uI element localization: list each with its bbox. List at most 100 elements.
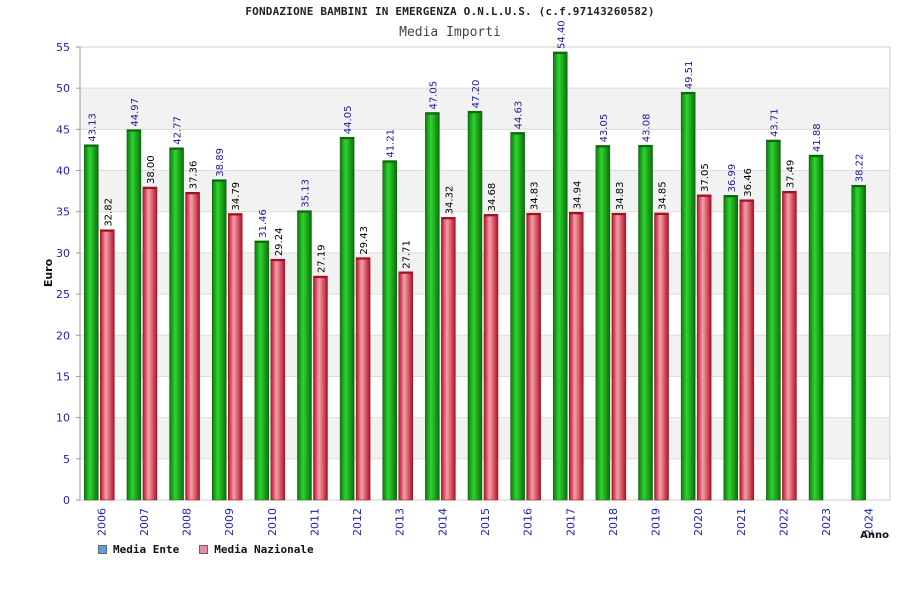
- bar-media-ente-2014: [425, 112, 440, 501]
- bar-value-label: 41.88: [812, 123, 823, 152]
- bar-cap-media-ente-2012: [340, 137, 355, 140]
- bar-value-label: 38.89: [215, 148, 226, 177]
- bar-cap-media-ente-2009: [212, 179, 227, 182]
- bar-cap-media-ente-2015: [468, 111, 482, 114]
- bar-media-ente-2013: [382, 160, 397, 501]
- bar-cap-media-nazionale-2019: [654, 212, 669, 215]
- bar-value-label: 29.43: [359, 226, 370, 255]
- bar-media-nazionale-2016: [526, 212, 541, 501]
- bar-cap-media-nazionale-2021: [739, 199, 754, 202]
- bar-cap-media-nazionale-2020: [697, 194, 712, 197]
- bar-cap-media-ente-2006: [84, 144, 99, 147]
- bar-value-label: 44.97: [130, 98, 141, 127]
- legend: Media Ente Media Nazionale: [98, 543, 314, 556]
- bar-cap-media-nazionale-2006: [100, 229, 115, 232]
- y-tick-label: 55: [56, 41, 70, 54]
- bar-media-ente-2006: [84, 144, 99, 501]
- bar-value-label: 43.13: [87, 113, 98, 142]
- y-tick-label: 15: [56, 370, 70, 383]
- bar-value-label: 36.99: [727, 164, 738, 193]
- y-tick-label: 5: [63, 453, 70, 466]
- bar-value-label: 47.05: [428, 81, 439, 110]
- bar-media-ente-2009: [211, 179, 227, 501]
- x-tick-label: 2024: [863, 508, 876, 536]
- y-tick-label: 25: [56, 288, 70, 301]
- bar-cap-media-ente-2019: [638, 145, 653, 148]
- bar-media-ente-2024: [851, 184, 866, 501]
- y-axis-label: Euro: [42, 258, 55, 287]
- bar-media-ente-2011: [297, 210, 312, 501]
- bar-media-nazionale-2007: [142, 186, 158, 501]
- bar-value-label: 34.79: [231, 182, 242, 211]
- bar-cap-media-nazionale-2007: [142, 187, 157, 190]
- bar-media-nazionale-2014: [441, 217, 456, 501]
- bar-media-ente-2010: [254, 240, 270, 501]
- bar-cap-media-nazionale-2010: [270, 259, 285, 262]
- bar-media-ente-2016: [510, 132, 525, 501]
- plot-band: [80, 129, 890, 171]
- bar-cap-media-ente-2017: [553, 51, 568, 54]
- bar-media-nazionale-2013: [398, 271, 413, 501]
- bar-cap-media-nazionale-2014: [441, 217, 456, 220]
- x-tick-label: 2006: [95, 508, 108, 536]
- bar-cap-media-ente-2020: [681, 92, 696, 95]
- x-tick-label: 2015: [479, 508, 492, 536]
- bar-value-label: 34.85: [658, 181, 669, 210]
- y-tick-label: 30: [56, 247, 70, 260]
- bar-cap-media-ente-2023: [809, 155, 824, 158]
- bar-value-label: 27.19: [316, 244, 327, 273]
- bar-media-nazionale-2019: [654, 212, 669, 501]
- bar-value-label: 42.77: [173, 116, 184, 145]
- bar-media-ente-2012: [339, 136, 355, 501]
- bar-media-ente-2020: [680, 91, 696, 501]
- bar-cap-media-nazionale-2016: [526, 213, 541, 216]
- x-tick-label: 2008: [181, 508, 194, 536]
- bar-value-label: 54.40: [556, 20, 567, 49]
- bar-value-label: 34.68: [487, 183, 498, 212]
- bar-media-nazionale-2018: [611, 212, 627, 501]
- chart-subtitle: Media Importi: [399, 25, 501, 40]
- x-tick-label: 2009: [223, 508, 236, 536]
- y-tick-label: 20: [56, 329, 70, 342]
- bar-cap-media-nazionale-2012: [356, 257, 371, 260]
- bar-media-ente-2007: [126, 129, 142, 501]
- x-axis-label: Anno: [860, 530, 889, 541]
- bar-value-label: 44.63: [514, 101, 525, 130]
- x-tick-label: 2020: [692, 508, 705, 536]
- legend-item-media-ente: Media Ente: [98, 543, 179, 556]
- bar-cap-media-ente-2008: [169, 147, 184, 150]
- bar-media-nazionale-2015: [483, 214, 499, 501]
- bar-cap-media-ente-2014: [425, 112, 440, 115]
- y-tick-label: 40: [56, 165, 70, 178]
- y-tick-label: 50: [56, 82, 70, 95]
- bar-value-label: 43.71: [769, 108, 780, 137]
- legend-label-media-ente: Media Ente: [113, 543, 180, 556]
- bar-value-label: 34.83: [615, 181, 626, 210]
- y-tick-label: 45: [56, 123, 70, 136]
- bar-cap-media-nazionale-2017: [569, 212, 584, 215]
- bar-media-ente-2018: [595, 145, 611, 501]
- bar-media-ente-2021: [723, 195, 739, 501]
- y-tick-label: 35: [56, 206, 70, 219]
- bar-media-ente-2017: [553, 51, 568, 501]
- x-tick-label: 2021: [735, 508, 748, 536]
- bar-cap-media-ente-2016: [510, 132, 525, 135]
- bar-value-label: 41.21: [386, 129, 397, 158]
- legend-item-media-nazionale: Media Nazionale: [199, 543, 314, 556]
- x-tick-label: 2023: [820, 508, 833, 536]
- bar-media-nazionale-2008: [185, 192, 200, 501]
- bar-media-ente-2023: [808, 154, 824, 501]
- bar-value-label: 38.00: [146, 155, 157, 184]
- bar-value-label: 37.49: [785, 160, 796, 189]
- bar-value-label: 29.24: [274, 228, 285, 257]
- bar-cap-media-ente-2007: [126, 129, 141, 132]
- bar-media-nazionale-2022: [782, 190, 797, 501]
- bar-value-label: 31.46: [258, 209, 269, 238]
- bar-media-nazionale-2009: [227, 213, 243, 501]
- bar-cap-media-ente-2010: [254, 240, 269, 243]
- bar-cap-media-nazionale-2022: [782, 191, 797, 194]
- bar-value-label: 27.71: [402, 240, 413, 269]
- bar-media-nazionale-2006: [100, 229, 115, 501]
